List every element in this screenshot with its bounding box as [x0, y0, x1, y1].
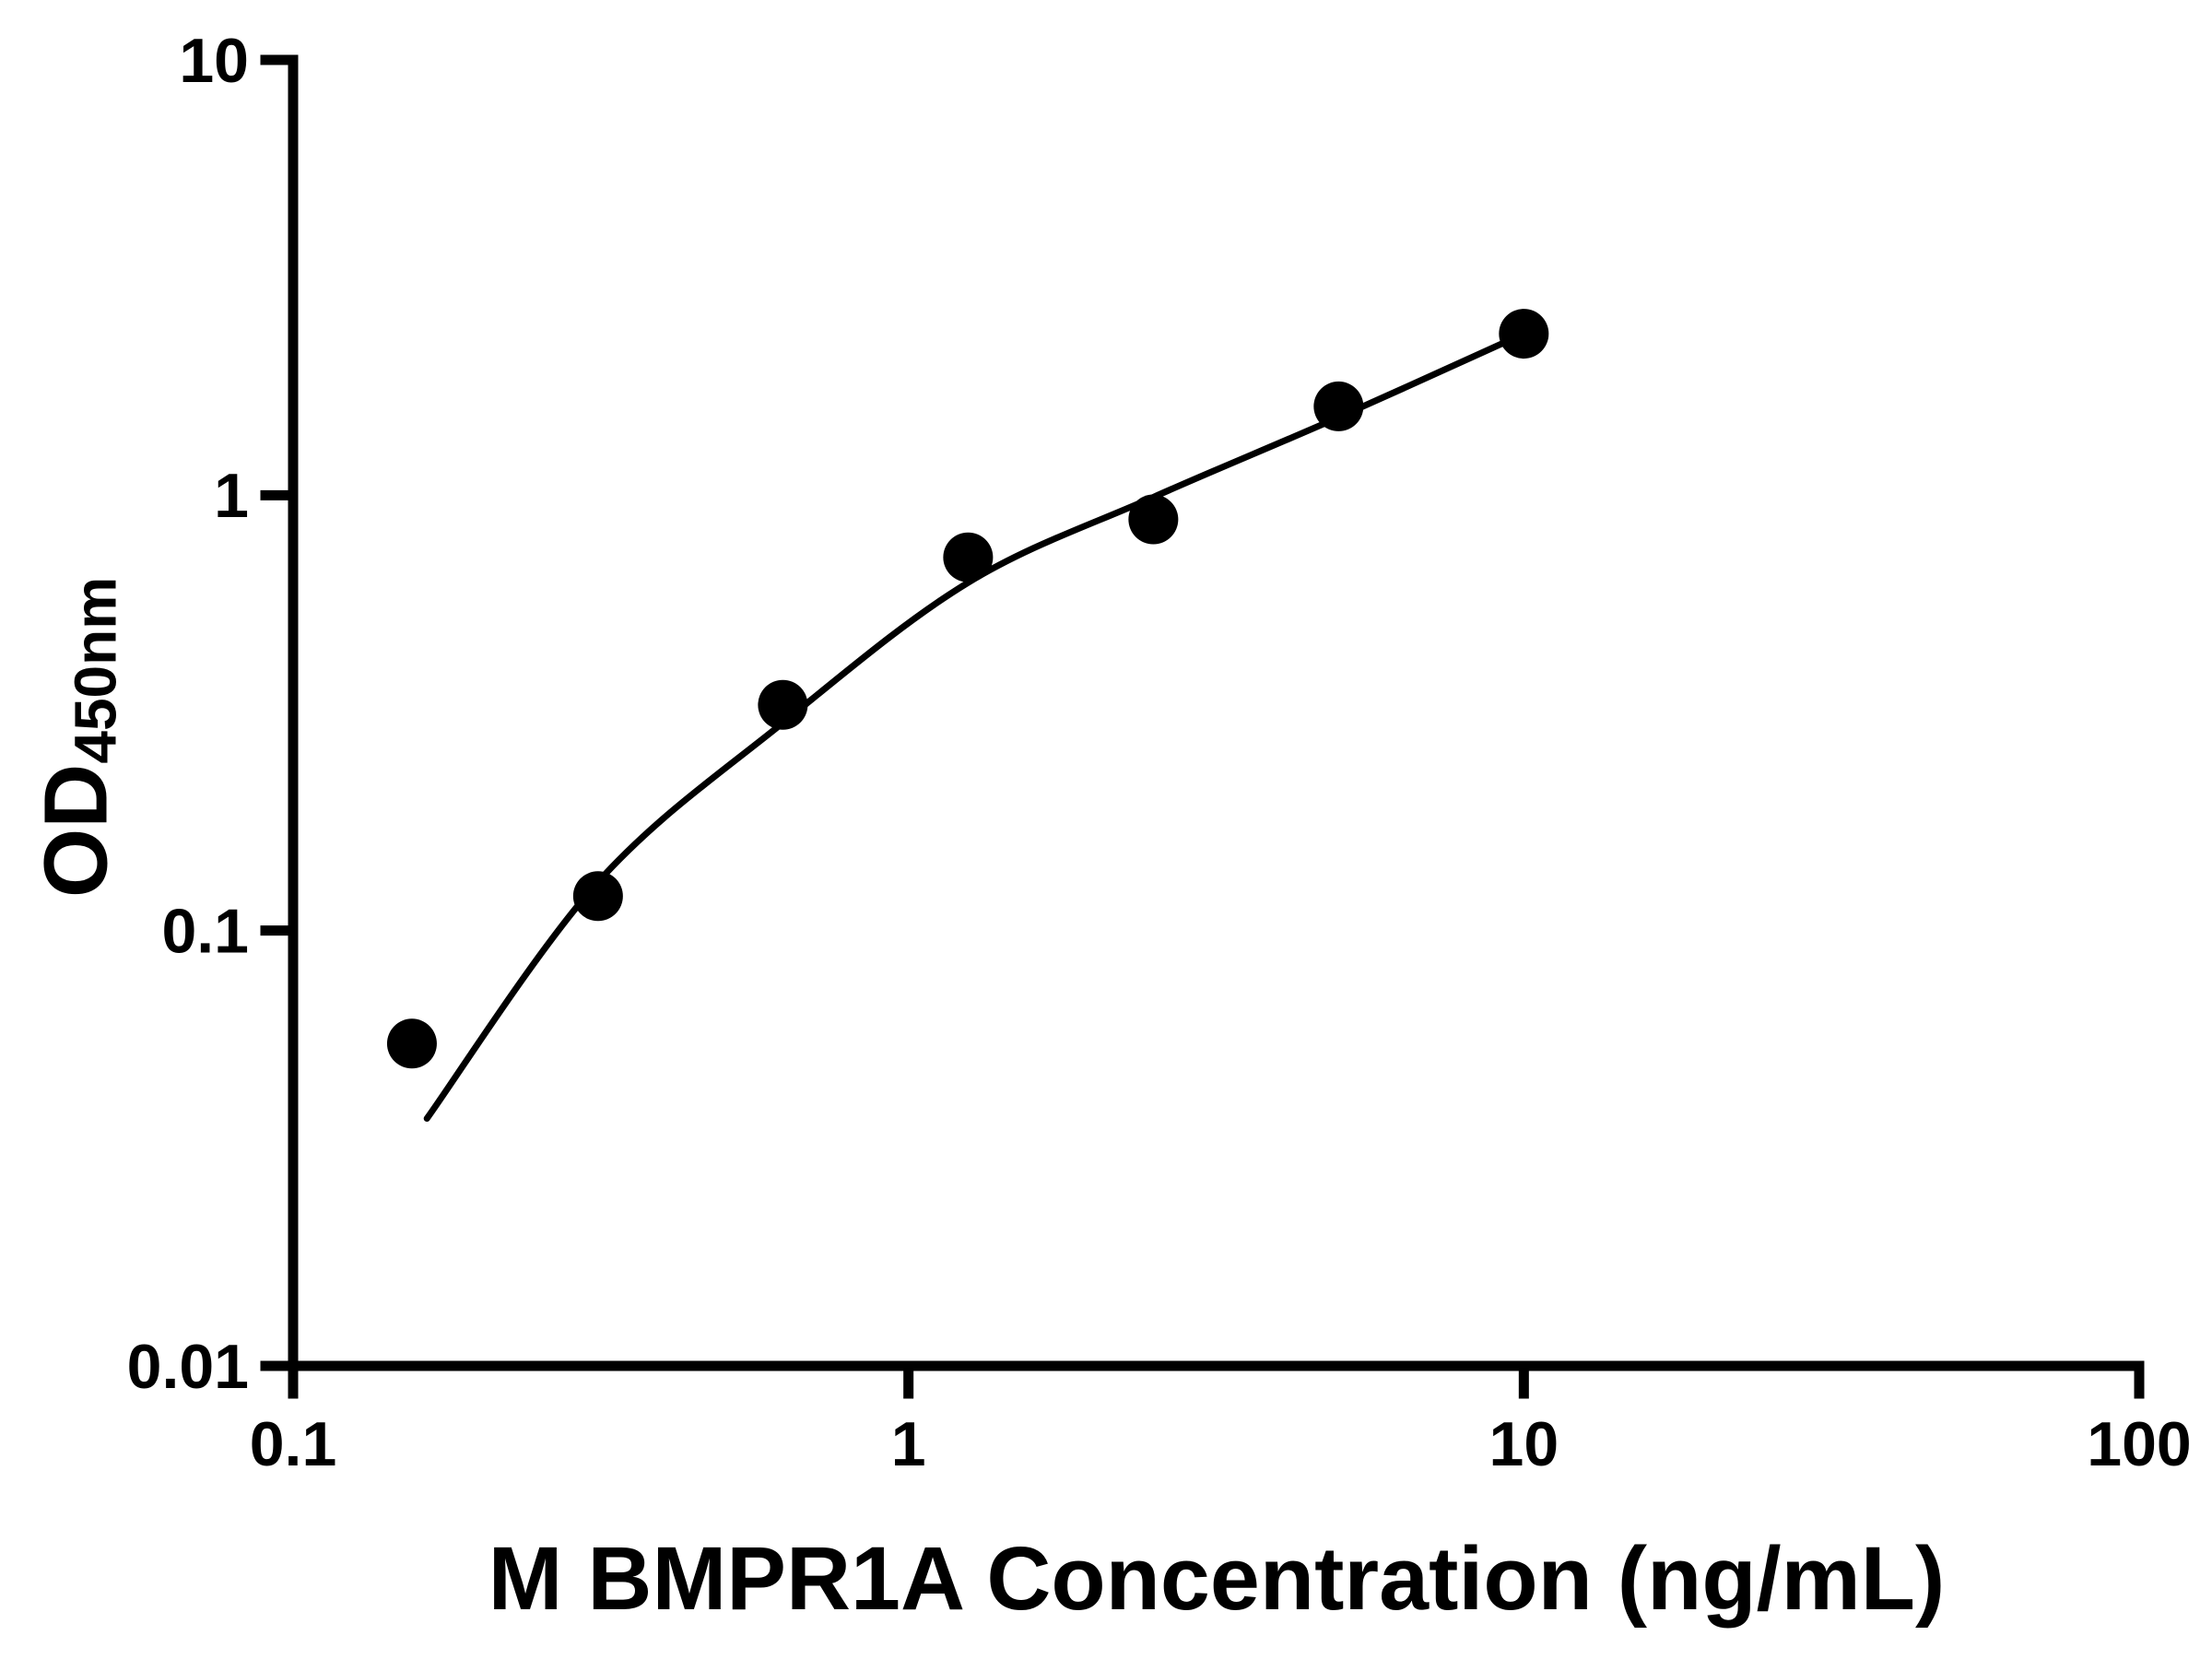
x-tick-label: 100 — [2087, 1409, 2191, 1479]
fitted-curve — [423, 330, 1527, 1123]
y-axis-title-subscript: 450nm — [62, 576, 129, 764]
y-axis-title: OD450nm — [26, 577, 129, 898]
data-point — [386, 1018, 437, 1069]
x-tick-label: 0.1 — [250, 1409, 337, 1479]
data-point — [1499, 309, 1549, 359]
y-tick-label: 0.01 — [127, 1332, 249, 1402]
x-axis-title: M BMPR1A Concentration (ng/mL) — [488, 1528, 1946, 1629]
data-point — [572, 871, 623, 922]
y-tick-label: 0.1 — [161, 896, 249, 966]
y-tick-label: 10 — [179, 26, 249, 96]
y-axis-title-main: OD — [25, 763, 126, 899]
data-point — [943, 532, 994, 582]
x-tick-label: 10 — [1489, 1409, 1559, 1479]
data-point — [758, 679, 808, 730]
x-tick-label: 1 — [891, 1409, 926, 1479]
data-point — [1313, 381, 1364, 431]
y-tick-label: 1 — [214, 461, 249, 531]
data-point — [1128, 494, 1179, 545]
